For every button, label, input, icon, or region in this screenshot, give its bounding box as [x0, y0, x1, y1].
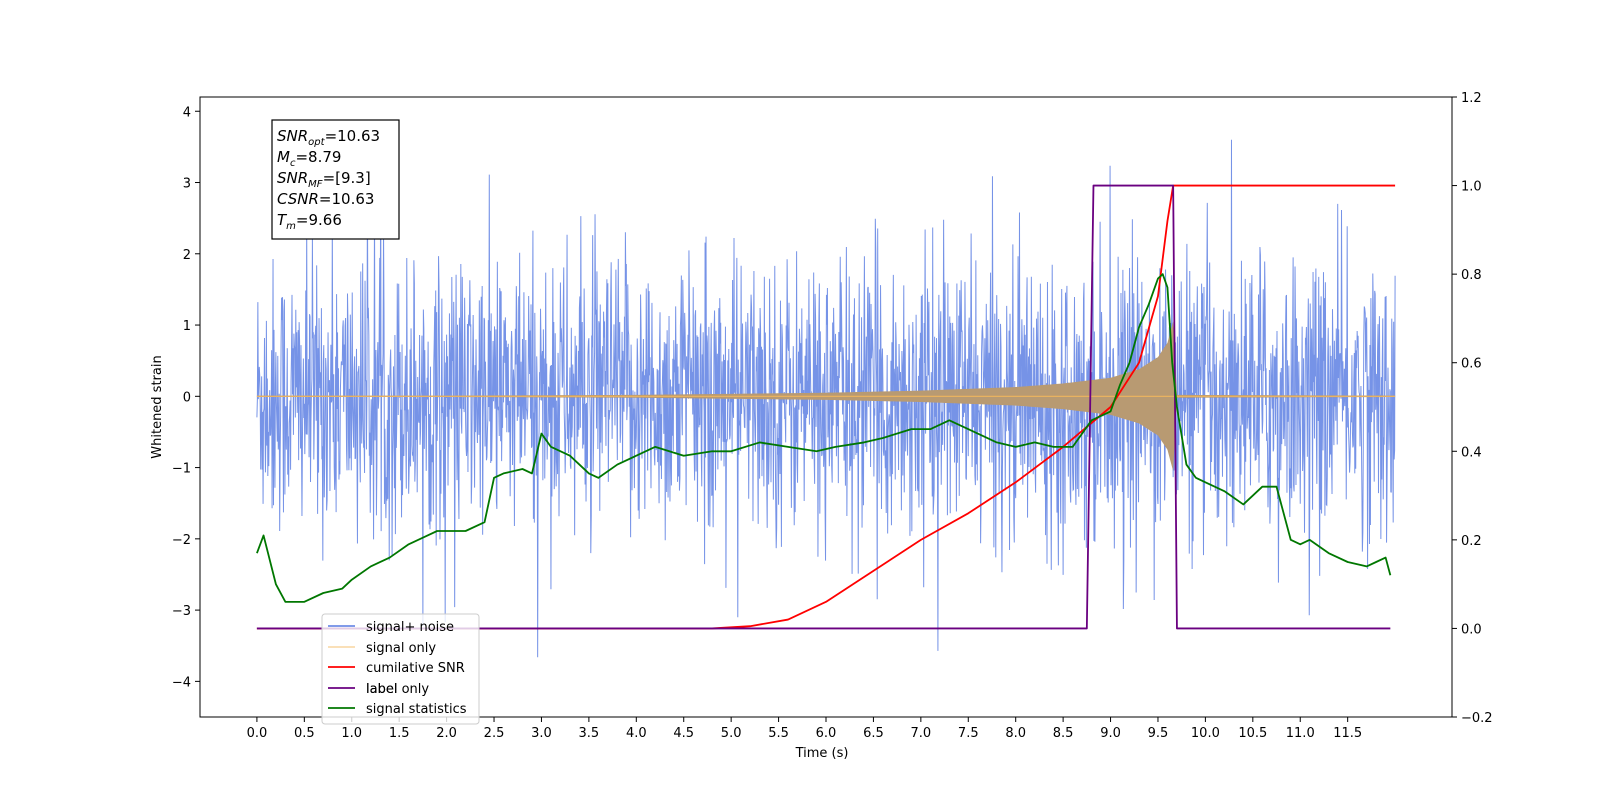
y-left-tick-label: 3 — [183, 177, 191, 192]
x-tick-label: 2.0 — [436, 726, 457, 741]
info-box-lines: SNRopt=10.63Mc=8.79SNRMF=[9.3]CSNR=10.63… — [277, 127, 380, 232]
x-tick-label: 10.5 — [1238, 726, 1267, 741]
legend-label: label only — [366, 682, 429, 697]
legend-frame — [321, 613, 480, 725]
x-tick-label: 8.5 — [1053, 726, 1074, 741]
y-right-tick-label: −0.2 — [1461, 711, 1493, 726]
legend-items: signal+ noise signal only cumilative SNR la… — [328, 620, 467, 717]
y-axis-right-ticks: 1.2 1.0 0.8 0.6 0.4 0.2 0.0 −0.2 — [1452, 91, 1493, 726]
x-tick-label: 5.5 — [768, 726, 789, 741]
y-left-tick-label: 4 — [183, 105, 191, 120]
legend-label: signal only — [366, 641, 436, 656]
x-tick-label: 0.5 — [294, 726, 315, 741]
x-tick-label: 11.5 — [1333, 726, 1362, 741]
y-right-tick-label: 0.0 — [1461, 622, 1482, 637]
x-axis-ticks: 0.0 0.5 1.0 1.5 2.0 2.5 3.0 3.5 4.0 4.5 5.0 5.5 6.0 6… — [247, 717, 1362, 741]
y-right-tick-label: 0.2 — [1461, 534, 1482, 549]
info-box: SNRopt=10.63Mc=8.79SNRMF=[9.3]CSNR=10.63… — [271, 119, 400, 240]
legend-label: signal+ noise — [366, 620, 454, 635]
y-left-tick-label: 1 — [183, 319, 191, 334]
signal-noise-series — [256, 139, 1396, 658]
y-axis-left-label: Whitened strain — [150, 355, 165, 458]
x-tick-label: 6.5 — [863, 726, 884, 741]
x-tick-label: 5.0 — [721, 726, 742, 741]
x-tick-label: 4.0 — [626, 726, 647, 741]
info-box-frame — [271, 119, 400, 240]
legend-label: cumilative SNR — [366, 661, 465, 676]
x-tick-label: 0.0 — [247, 726, 268, 741]
x-tick-label: 1.0 — [341, 726, 362, 741]
x-tick-label: 4.5 — [673, 726, 694, 741]
y-right-tick-label: 0.8 — [1461, 268, 1482, 283]
x-tick-label: 9.5 — [1148, 726, 1169, 741]
x-tick-label: 9.0 — [1100, 726, 1121, 741]
legend-label: label — [366, 682, 397, 697]
signal-statistics-line — [256, 273, 1392, 603]
y-left-tick-label: −3 — [172, 604, 191, 619]
right-axis-series — [256, 184, 1396, 630]
y-left-tick-label: −1 — [172, 462, 191, 477]
y-left-tick-label: 0 — [183, 390, 191, 405]
info-line: SNRMF=[9.3] — [277, 169, 371, 190]
cumulative-snr-line — [256, 184, 1396, 630]
x-tick-label: 8.0 — [1005, 726, 1026, 741]
info-line: CSNR=10.63 — [277, 190, 374, 208]
y-left-tick-label: −2 — [172, 533, 191, 548]
legend: signal+ noise signal only cumilative SNR la… — [321, 613, 480, 725]
x-tick-label: 3.0 — [531, 726, 552, 741]
x-tick-label: 10.0 — [1191, 726, 1220, 741]
y-right-tick-label: 0.6 — [1461, 357, 1482, 372]
x-tick-label: 11.0 — [1286, 726, 1315, 741]
x-axis-label: Time (s) — [795, 746, 849, 761]
y-right-tick-label: 1.2 — [1461, 91, 1482, 106]
label-line — [256, 184, 1391, 630]
signal-noise-line — [256, 139, 1396, 658]
legend-label: signal statistics — [366, 702, 467, 717]
x-tick-label: 6.0 — [816, 726, 837, 741]
signal-only-series — [256, 321, 1396, 472]
info-line: Tm=9.66 — [277, 211, 342, 232]
y-axis-left-ticks: 4 3 2 1 0 −1 −2 −3 −4 — [172, 105, 200, 690]
y-right-tick-label: 0.4 — [1461, 445, 1482, 460]
x-tick-label: 7.5 — [958, 726, 979, 741]
y-left-tick-label: 2 — [183, 248, 191, 263]
x-tick-label: 7.0 — [911, 726, 932, 741]
x-tick-label: 1.5 — [389, 726, 410, 741]
x-tick-label: 3.5 — [579, 726, 600, 741]
y-right-tick-label: 1.0 — [1461, 180, 1482, 195]
x-tick-label: 2.5 — [484, 726, 505, 741]
y-left-tick-label: −4 — [172, 675, 191, 690]
info-line: Mc=8.79 — [277, 148, 341, 169]
info-line: SNRopt=10.63 — [277, 127, 380, 148]
